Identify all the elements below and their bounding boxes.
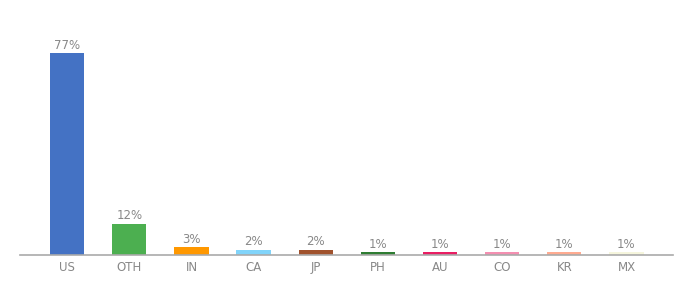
Bar (485, 252, 520, 255)
Bar (299, 250, 333, 255)
Text: 3%: 3% (182, 233, 201, 246)
Bar (609, 252, 643, 255)
Text: 1%: 1% (617, 238, 636, 251)
Bar (174, 247, 209, 255)
Bar (423, 252, 457, 255)
Bar (112, 224, 146, 255)
Text: 1%: 1% (430, 238, 449, 251)
Text: 1%: 1% (493, 238, 511, 251)
Bar (50, 53, 84, 255)
Text: 12%: 12% (116, 209, 142, 222)
Bar (547, 252, 581, 255)
Text: 1%: 1% (555, 238, 574, 251)
Bar (361, 252, 395, 255)
Text: 2%: 2% (307, 236, 325, 248)
Text: 77%: 77% (54, 39, 80, 52)
Bar (237, 250, 271, 255)
Text: 1%: 1% (369, 238, 387, 251)
Text: 2%: 2% (244, 236, 263, 248)
